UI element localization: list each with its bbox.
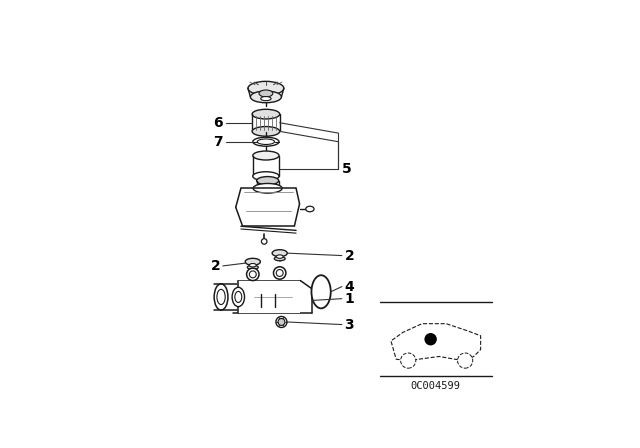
Ellipse shape: [250, 91, 282, 103]
Ellipse shape: [250, 271, 256, 278]
Ellipse shape: [214, 284, 228, 310]
Ellipse shape: [259, 90, 273, 97]
Ellipse shape: [276, 255, 283, 258]
Text: 2: 2: [211, 259, 220, 273]
Text: 1: 1: [344, 292, 355, 306]
Text: 7: 7: [213, 135, 223, 149]
Ellipse shape: [278, 319, 285, 325]
Ellipse shape: [257, 177, 278, 185]
Ellipse shape: [272, 250, 287, 257]
Circle shape: [424, 333, 437, 345]
Ellipse shape: [306, 206, 314, 212]
Circle shape: [276, 316, 287, 327]
Ellipse shape: [253, 151, 279, 160]
Ellipse shape: [276, 270, 283, 276]
Text: 5: 5: [342, 162, 351, 177]
Ellipse shape: [253, 137, 279, 146]
Ellipse shape: [217, 289, 225, 305]
Circle shape: [401, 353, 416, 368]
Circle shape: [458, 353, 473, 368]
Ellipse shape: [253, 184, 282, 193]
Ellipse shape: [253, 172, 279, 181]
Ellipse shape: [257, 139, 275, 145]
Ellipse shape: [235, 292, 242, 302]
Ellipse shape: [312, 275, 331, 308]
Text: 2: 2: [344, 249, 355, 263]
Bar: [238, 280, 300, 313]
Ellipse shape: [246, 268, 259, 280]
Text: 3: 3: [344, 318, 354, 332]
Ellipse shape: [232, 287, 244, 306]
Ellipse shape: [274, 257, 285, 261]
Text: 6: 6: [213, 116, 223, 130]
Ellipse shape: [248, 82, 284, 95]
Text: 0C004599: 0C004599: [411, 381, 461, 391]
Ellipse shape: [245, 258, 260, 265]
Ellipse shape: [247, 265, 259, 269]
Ellipse shape: [261, 239, 267, 244]
Ellipse shape: [260, 96, 271, 101]
Ellipse shape: [252, 126, 280, 136]
Ellipse shape: [273, 267, 286, 279]
Ellipse shape: [252, 109, 280, 119]
Text: 4: 4: [344, 280, 355, 293]
Ellipse shape: [250, 263, 256, 267]
